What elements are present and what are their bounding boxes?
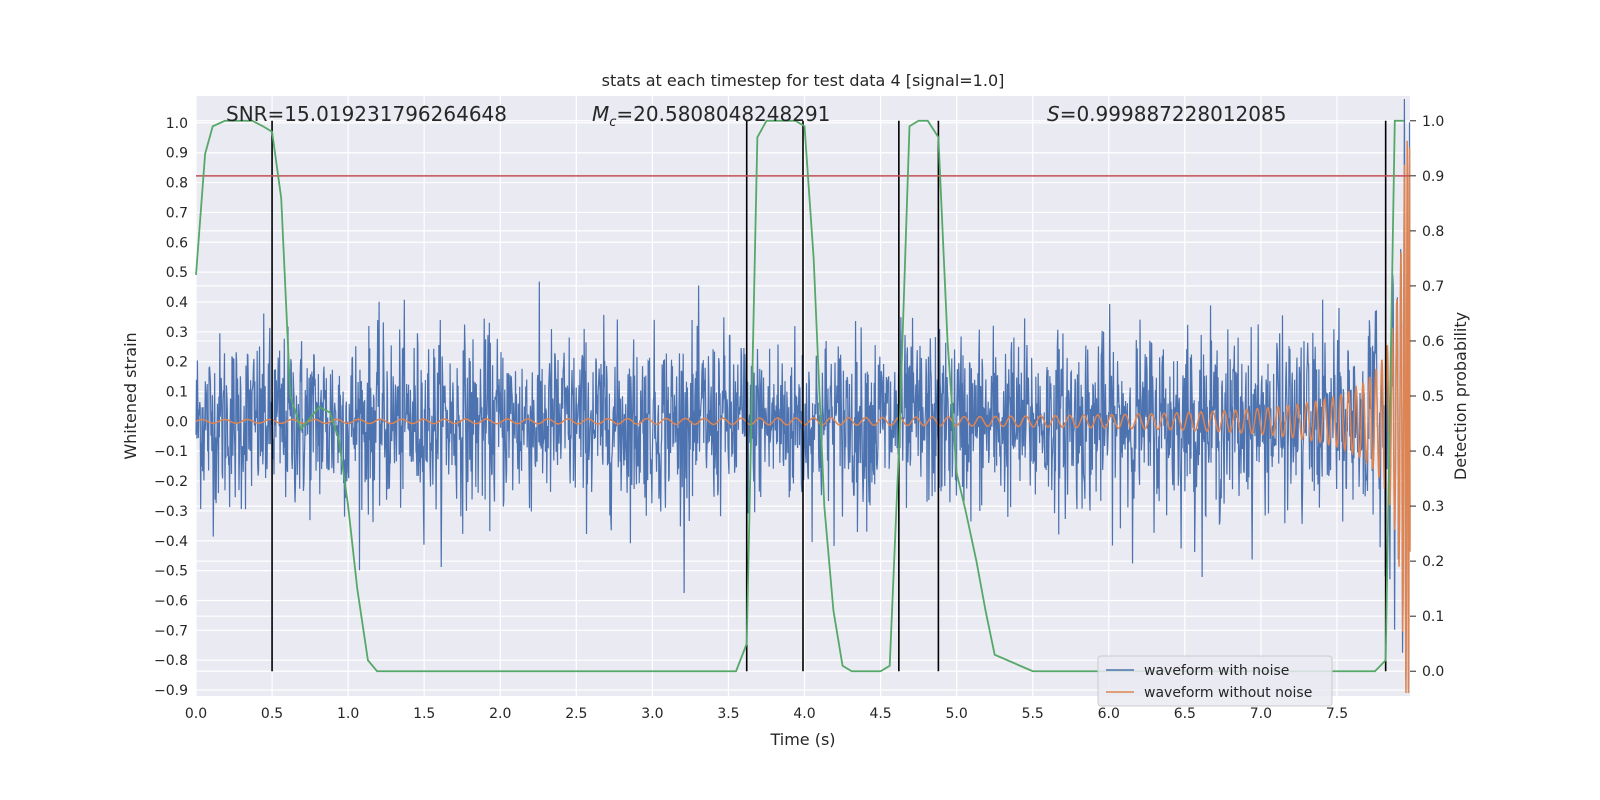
y2-tick-label: 0.3 — [1422, 499, 1444, 515]
series-detection-probability — [195, 119, 1404, 673]
y2-tick-label: 0.4 — [1422, 444, 1444, 460]
x-tick-label: 6.0 — [1098, 706, 1120, 722]
y2-tick-label: 0.8 — [1422, 224, 1444, 240]
x-tick-label: 6.5 — [1174, 706, 1196, 722]
x-tick-label: 2.0 — [489, 706, 511, 722]
chart-title: stats at each timestep for test data 4 [… — [602, 71, 1005, 90]
x-axis: 0.0 0.5 1.0 1.5 2.0 2.5 3.0 3.5 4.0 4.5 5.0 5.5 6.0 6… — [185, 706, 1348, 722]
y-tick-label: 0.6 — [166, 235, 188, 251]
y-tick-label: 0.2 — [166, 355, 188, 371]
x-tick-label: 1.0 — [337, 706, 359, 722]
y-tick-label: −0.8 — [154, 653, 188, 669]
x-tick-label: 0.0 — [185, 706, 207, 722]
x-tick-label: 7.5 — [1326, 706, 1348, 722]
y2-tick-label: 0.0 — [1422, 664, 1444, 680]
annotation-snr: SNR=15.019231796264648 — [226, 102, 507, 126]
y-tick-label: 0.1 — [166, 385, 188, 401]
y-axis-left: −0.9 −0.8 −0.7 −0.6 −0.5 −0.4 −0.3 −0.2 −0.1 0.0 0… — [154, 116, 188, 699]
y-axis-label: Whitened strain — [121, 332, 140, 459]
y-tick-label: 1.0 — [166, 116, 188, 132]
legend-box — [1097, 655, 1333, 707]
y-tick-label: 0.4 — [166, 295, 188, 311]
y2-tick-label: 0.7 — [1422, 279, 1444, 295]
y2-tick-label: 0.1 — [1422, 609, 1444, 625]
annotation-mc-value: =20.5808048248291 — [616, 102, 830, 126]
y2-axis-label: Detection probability — [1451, 312, 1470, 480]
vertical-markers — [271, 120, 1387, 672]
x-tick-label: 4.5 — [869, 706, 891, 722]
annotation-s-value: =0.999887228012085 — [1060, 102, 1287, 126]
y-axis-right: 0.0 0.1 0.2 0.3 0.4 0.5 0.6 0.7 0.8 0.9 1.0 — [1410, 114, 1444, 680]
y-tick-label: 0.8 — [166, 176, 188, 192]
legend-entry-clean: waveform without noise — [1144, 685, 1312, 701]
y-tick-label: 0.5 — [166, 265, 188, 281]
x-tick-label: 2.5 — [565, 706, 587, 722]
x-tick-label: 5.0 — [946, 706, 968, 722]
legend-entry-noise: waveform with noise — [1144, 663, 1289, 679]
y2-tick-label: 0.9 — [1422, 169, 1444, 185]
y-tick-label: −0.1 — [154, 444, 188, 460]
y-tick-label: 0.3 — [166, 325, 188, 341]
annotation-s: S=0.999887228012085 — [1047, 102, 1286, 126]
x-tick-label: 3.5 — [717, 706, 739, 722]
y-tick-label: 0.0 — [166, 414, 188, 430]
legend: waveform with noise waveform without noi… — [1097, 655, 1333, 707]
probability-line — [195, 119, 1404, 673]
y2-tick-label: 1.0 — [1422, 114, 1444, 130]
annotation-mc-sub: c — [609, 115, 616, 130]
annotation-mc-symbol: M — [592, 102, 609, 126]
y-tick-label: −0.6 — [154, 593, 188, 609]
x-tick-label: 4.0 — [793, 706, 815, 722]
y-tick-label: 0.7 — [166, 205, 188, 221]
annotation-s-symbol: S — [1047, 102, 1060, 126]
x-tick-label: 1.5 — [413, 706, 435, 722]
y-tick-label: −0.2 — [154, 474, 188, 490]
y2-tick-label: 0.2 — [1422, 554, 1444, 570]
y-tick-label: −0.4 — [154, 534, 188, 550]
x-tick-label: 7.0 — [1250, 706, 1272, 722]
x-tick-label: 5.5 — [1022, 706, 1044, 722]
y-tick-label: 0.9 — [166, 146, 188, 162]
x-tick-label: 0.5 — [261, 706, 283, 722]
x-tick-label: 3.0 — [641, 706, 663, 722]
y-tick-label: −0.5 — [154, 564, 188, 580]
x-axis-label: Time (s) — [769, 730, 835, 749]
y-tick-label: −0.3 — [154, 504, 188, 520]
annotation-chirp-mass: Mc=20.5808048248291 — [592, 102, 830, 130]
y2-tick-label: 0.5 — [1422, 389, 1444, 405]
y-tick-label: −0.9 — [154, 683, 188, 699]
y2-tick-label: 0.6 — [1422, 334, 1444, 350]
y-tick-label: −0.7 — [154, 623, 188, 639]
